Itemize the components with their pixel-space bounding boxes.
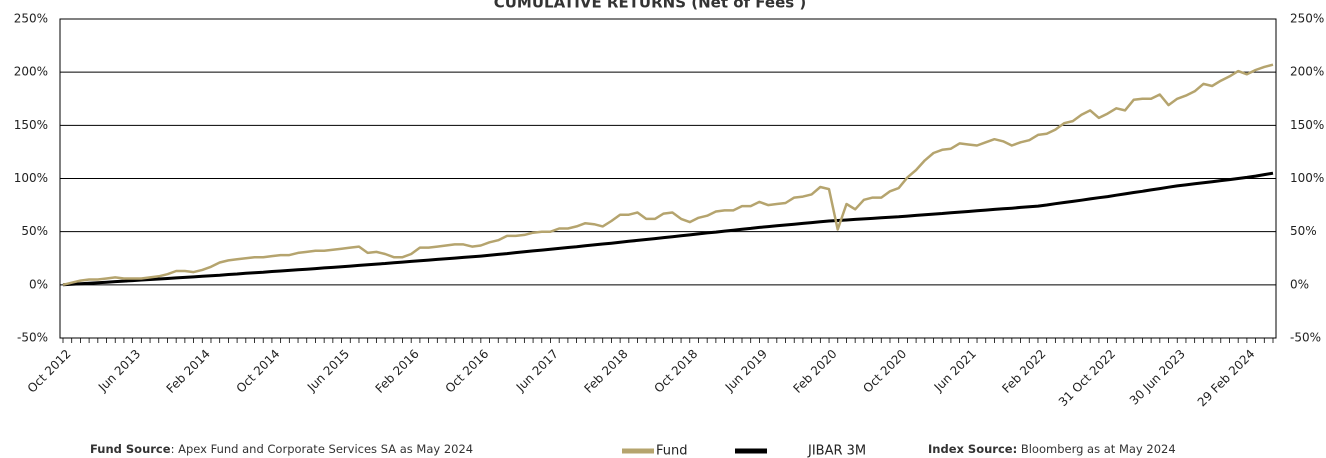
y-tick-label: 100% bbox=[14, 171, 48, 185]
x-tick-label: Oct 2012 bbox=[25, 347, 74, 396]
x-tick-label: Feb 2020 bbox=[790, 347, 839, 396]
y2-tick-label: 0% bbox=[1290, 277, 1309, 291]
x-tick-label: 31 Oct 2022 bbox=[1056, 347, 1118, 409]
x-tick-label: Oct 2014 bbox=[234, 347, 283, 396]
legend-label: JIBAR 3M bbox=[807, 444, 866, 458]
y-tick-label: -50% bbox=[17, 331, 48, 345]
x-tick-label: Feb 2022 bbox=[999, 347, 1048, 396]
series-line bbox=[62, 171, 1274, 287]
x-tick-label: 30 Jun 2023 bbox=[1127, 347, 1188, 408]
x-tick-label: Jun 2013 bbox=[95, 347, 143, 395]
fund-source-label: Fund Source bbox=[90, 442, 171, 456]
y2-tick-label: -50% bbox=[1290, 331, 1321, 345]
x-tick-label: Oct 2018 bbox=[651, 347, 700, 396]
fund-source: Fund Source: Apex Fund and Corporate Ser… bbox=[90, 442, 473, 456]
index-source: Index Source: Bloomberg as at May 2024 bbox=[928, 442, 1176, 456]
x-tick-label: Feb 2018 bbox=[581, 347, 630, 396]
x-tick-label: 29 Feb 2024 bbox=[1195, 347, 1258, 410]
x-tick-label: Feb 2016 bbox=[373, 347, 422, 396]
y2-tick-label: 150% bbox=[1290, 118, 1324, 132]
x-tick-label: Oct 2020 bbox=[860, 347, 909, 396]
chart-title: CUMULATIVE RETURNS (Net of Fees ) bbox=[494, 0, 807, 12]
legend-label: Fund bbox=[656, 444, 688, 458]
y2-tick-label: 200% bbox=[1290, 65, 1324, 79]
y2-tick-label: 50% bbox=[1290, 224, 1317, 238]
index-source-text: Bloomberg as at May 2024 bbox=[1017, 442, 1176, 456]
x-tick-label: Jun 2015 bbox=[304, 347, 352, 395]
y-tick-label: 250% bbox=[14, 12, 48, 26]
y-tick-label: 0% bbox=[29, 277, 48, 291]
y-tick-label: 150% bbox=[14, 118, 48, 132]
x-tick-label: Jun 2017 bbox=[513, 347, 561, 395]
x-tick-label: Jun 2019 bbox=[722, 347, 770, 395]
series-line bbox=[62, 63, 1274, 287]
y-tick-label: 200% bbox=[14, 65, 48, 79]
index-source-label: Index Source: bbox=[928, 442, 1018, 456]
x-tick-label: Jun 2021 bbox=[931, 347, 979, 395]
x-tick-label: Feb 2014 bbox=[164, 347, 213, 396]
y-tick-label: 50% bbox=[21, 224, 48, 238]
y2-tick-label: 250% bbox=[1290, 12, 1324, 26]
y2-tick-label: 100% bbox=[1290, 171, 1324, 185]
fund-source-text: : Apex Fund and Corporate Services SA as… bbox=[170, 442, 474, 456]
x-tick-label: Oct 2016 bbox=[443, 347, 492, 396]
